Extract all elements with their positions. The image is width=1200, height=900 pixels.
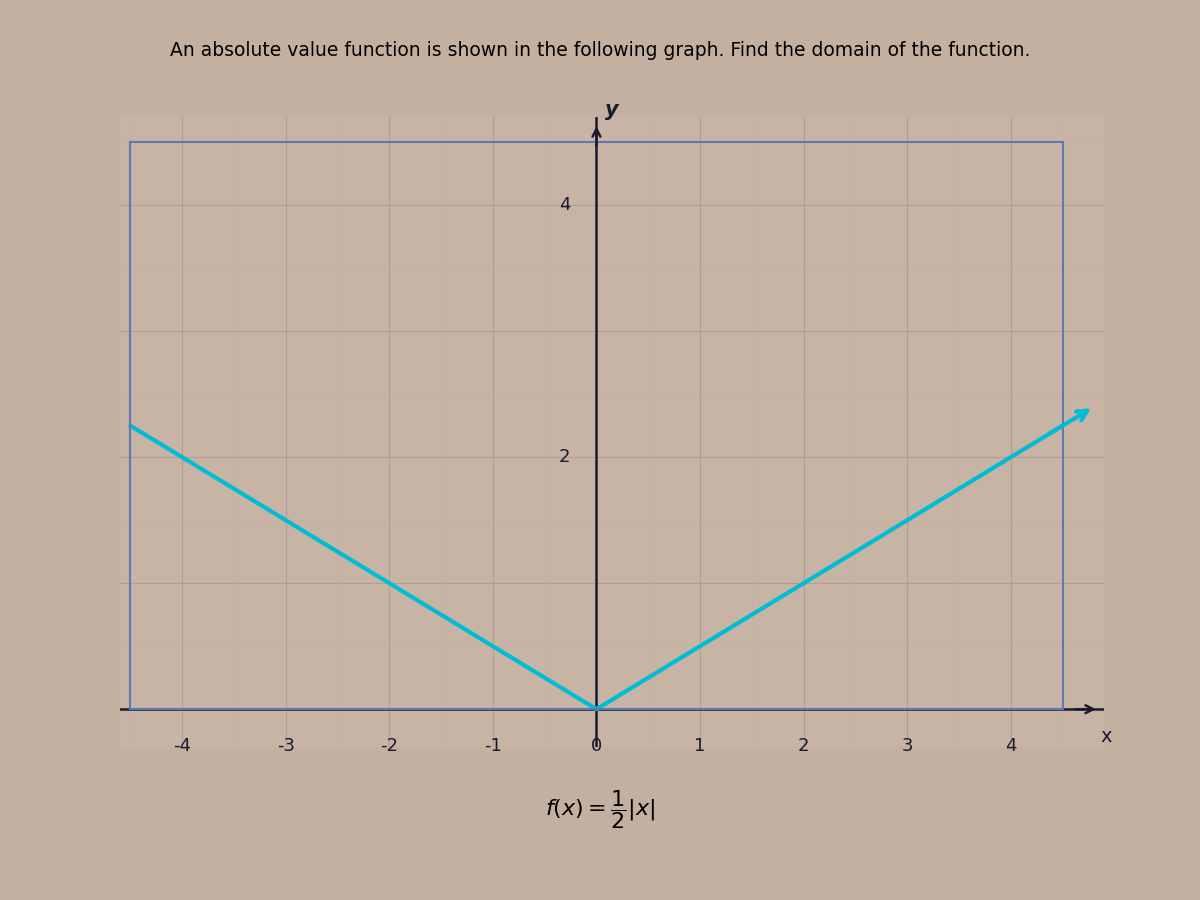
Text: 3: 3 <box>901 737 913 755</box>
Text: -3: -3 <box>277 737 295 755</box>
Text: 2: 2 <box>559 448 570 466</box>
Text: -1: -1 <box>484 737 502 755</box>
Text: $f(x) = \dfrac{1}{2}|x|$: $f(x) = \dfrac{1}{2}|x|$ <box>545 788 655 832</box>
Text: y: y <box>605 100 619 120</box>
Text: 4: 4 <box>559 196 570 214</box>
Text: x: x <box>1100 727 1112 746</box>
Text: 0: 0 <box>590 737 602 755</box>
Text: -2: -2 <box>380 737 398 755</box>
Text: 4: 4 <box>1006 737 1016 755</box>
Text: 2: 2 <box>798 737 809 755</box>
Text: An absolute value function is shown in the following graph. Find the domain of t: An absolute value function is shown in t… <box>170 40 1030 59</box>
Text: 1: 1 <box>695 737 706 755</box>
Text: -4: -4 <box>173 737 191 755</box>
